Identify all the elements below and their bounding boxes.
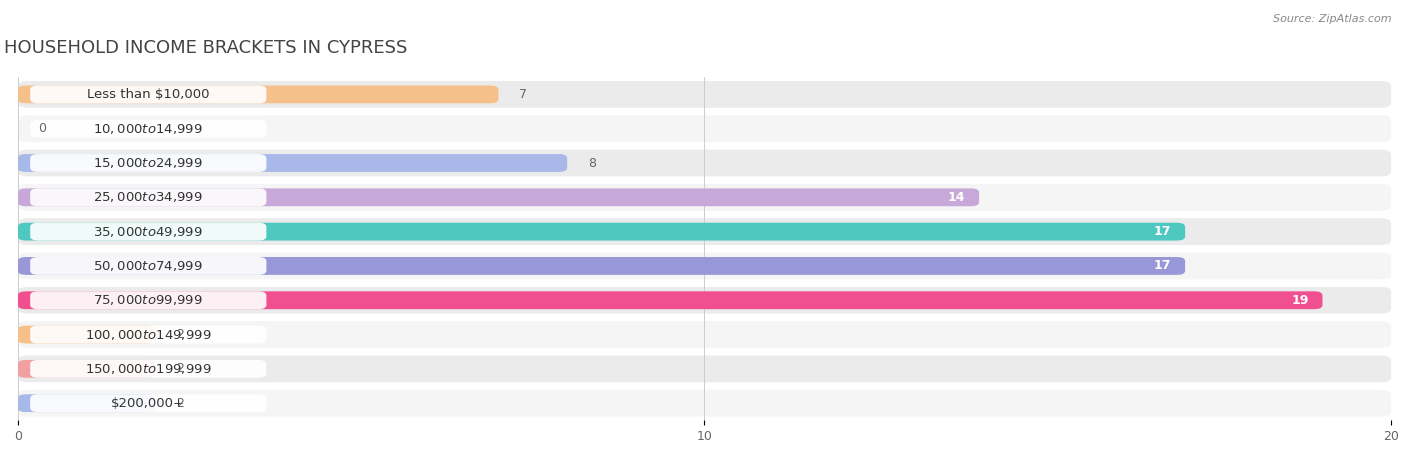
- FancyBboxPatch shape: [30, 154, 266, 172]
- FancyBboxPatch shape: [18, 150, 1391, 176]
- FancyBboxPatch shape: [18, 394, 155, 412]
- Text: Source: ZipAtlas.com: Source: ZipAtlas.com: [1274, 14, 1392, 23]
- Text: $75,000 to $99,999: $75,000 to $99,999: [93, 293, 202, 307]
- Text: 2: 2: [176, 362, 184, 375]
- FancyBboxPatch shape: [18, 86, 499, 104]
- Text: $100,000 to $149,999: $100,000 to $149,999: [84, 328, 211, 342]
- FancyBboxPatch shape: [30, 86, 266, 104]
- FancyBboxPatch shape: [18, 326, 155, 343]
- Text: $10,000 to $14,999: $10,000 to $14,999: [93, 122, 202, 136]
- FancyBboxPatch shape: [30, 291, 266, 309]
- FancyBboxPatch shape: [30, 223, 266, 241]
- Text: 17: 17: [1154, 260, 1171, 272]
- Text: $35,000 to $49,999: $35,000 to $49,999: [93, 225, 202, 239]
- Text: 19: 19: [1291, 294, 1309, 307]
- FancyBboxPatch shape: [18, 189, 979, 206]
- Text: $25,000 to $34,999: $25,000 to $34,999: [93, 190, 202, 204]
- FancyBboxPatch shape: [18, 223, 1185, 241]
- FancyBboxPatch shape: [18, 356, 1391, 382]
- FancyBboxPatch shape: [18, 287, 1391, 314]
- FancyBboxPatch shape: [18, 184, 1391, 211]
- Text: 7: 7: [519, 88, 527, 101]
- Text: 14: 14: [948, 191, 966, 204]
- FancyBboxPatch shape: [18, 154, 567, 172]
- Text: $50,000 to $74,999: $50,000 to $74,999: [93, 259, 202, 273]
- FancyBboxPatch shape: [30, 257, 266, 275]
- Text: $200,000+: $200,000+: [111, 397, 186, 410]
- Text: 2: 2: [176, 397, 184, 410]
- FancyBboxPatch shape: [18, 360, 155, 378]
- FancyBboxPatch shape: [18, 390, 1391, 417]
- FancyBboxPatch shape: [18, 252, 1391, 279]
- Text: 0: 0: [38, 122, 46, 135]
- Text: $15,000 to $24,999: $15,000 to $24,999: [93, 156, 202, 170]
- Text: $150,000 to $199,999: $150,000 to $199,999: [84, 362, 211, 376]
- FancyBboxPatch shape: [30, 326, 266, 343]
- FancyBboxPatch shape: [18, 115, 1391, 142]
- FancyBboxPatch shape: [18, 257, 1185, 275]
- FancyBboxPatch shape: [30, 120, 266, 138]
- FancyBboxPatch shape: [30, 360, 266, 378]
- FancyBboxPatch shape: [30, 394, 266, 412]
- FancyBboxPatch shape: [18, 218, 1391, 245]
- FancyBboxPatch shape: [18, 321, 1391, 348]
- Text: 2: 2: [176, 328, 184, 341]
- FancyBboxPatch shape: [30, 189, 266, 206]
- FancyBboxPatch shape: [18, 81, 1391, 108]
- Text: 8: 8: [588, 157, 596, 170]
- Text: Less than $10,000: Less than $10,000: [87, 88, 209, 101]
- FancyBboxPatch shape: [18, 291, 1323, 309]
- Text: 17: 17: [1154, 225, 1171, 238]
- Text: HOUSEHOLD INCOME BRACKETS IN CYPRESS: HOUSEHOLD INCOME BRACKETS IN CYPRESS: [4, 39, 408, 57]
